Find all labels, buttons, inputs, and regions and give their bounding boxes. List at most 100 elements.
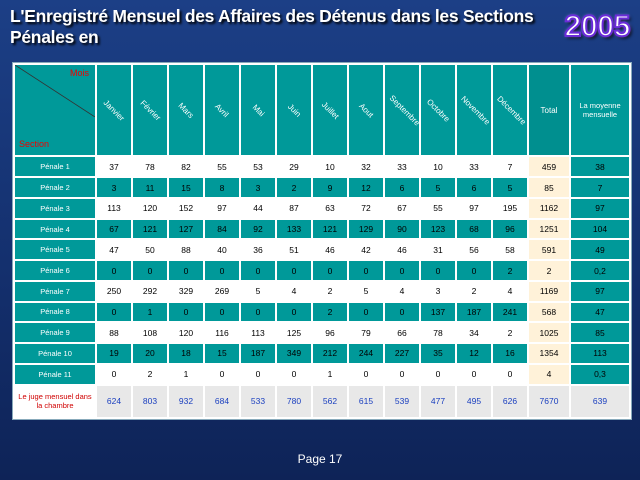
table-cell: 0	[457, 261, 491, 280]
row-average: 97	[571, 281, 629, 301]
summary-total: 7670	[529, 385, 569, 417]
table-cell: 129	[349, 219, 383, 239]
table-cell: 16	[493, 344, 527, 363]
table-cell: 137	[421, 302, 455, 322]
table-cell: 12	[457, 344, 491, 363]
table-cell: 2	[493, 323, 527, 343]
table-row: Pénale 8 0 1 0 0 0 0 2 0 0 137 187 241 568 47	[15, 302, 629, 322]
table-cell: 212	[313, 344, 347, 363]
row-average: 7	[571, 178, 629, 197]
table-cell: 5	[349, 281, 383, 301]
table-body: Pénale 1 37 78 82 55 53 29 10 32 33 10 33 7 459 38 Péna…	[15, 157, 629, 384]
row-total: 2	[529, 261, 569, 280]
table-cell: 0	[349, 302, 383, 322]
table-cell: 5	[421, 178, 455, 197]
summary-cell: 932	[169, 385, 203, 417]
month-header: Aout	[349, 65, 383, 156]
page-number: Page 17	[297, 452, 343, 466]
table-row: Pénale 4 67 121 127 84 92 133 121 129 90 123 68 96 12…	[15, 219, 629, 239]
row-average: 0,2	[571, 261, 629, 280]
table-cell: 8	[205, 178, 239, 197]
row-average: 0,3	[571, 364, 629, 384]
average-header: La moyenne mensuelle	[571, 65, 629, 156]
table-row: Pénale 10 19 20 18 15 187 349 212 244 227 35 12 16 13…	[15, 344, 629, 363]
month-header: Novembre	[457, 65, 492, 156]
table-cell: 3	[421, 281, 455, 301]
detainee-affairs-table: Mois Section Janvier Février Mars Avril …	[12, 62, 632, 420]
table-cell: 33	[457, 157, 491, 177]
total-header: Total	[529, 65, 569, 156]
row-label: Pénale 5	[15, 240, 95, 260]
table-cell: 88	[97, 323, 131, 343]
month-header: Janvier	[97, 65, 131, 156]
table-cell: 6	[457, 178, 491, 197]
table-cell: 2	[313, 281, 347, 301]
table-row: Pénale 3 113 120 152 97 44 87 63 72 67 55 97 195 1162…	[15, 198, 629, 218]
table-cell: 227	[385, 344, 419, 363]
table-cell: 292	[133, 281, 167, 301]
table-cell: 269	[205, 281, 239, 301]
table-cell: 2	[277, 178, 311, 197]
table-cell: 5	[241, 281, 275, 301]
table-cell: 187	[241, 344, 275, 363]
table-row: Pénale 6 0 0 0 0 0 0 0 0 0 0 0 2 2 0,2	[15, 261, 629, 280]
table-cell: 127	[169, 219, 203, 239]
row-label: Pénale 8	[15, 302, 95, 322]
table-cell: 0	[205, 261, 239, 280]
table-cell: 0	[241, 364, 275, 384]
header-row: Mois Section Janvier Février Mars Avril …	[15, 65, 629, 156]
table-cell: 15	[205, 344, 239, 363]
table-cell: 50	[133, 240, 167, 260]
row-average: 113	[571, 344, 629, 363]
table-cell: 87	[277, 198, 311, 218]
table-cell: 58	[493, 240, 527, 260]
table-cell: 121	[313, 219, 347, 239]
table-cell: 0	[205, 364, 239, 384]
table-cell: 67	[385, 198, 419, 218]
table-row: Pénale 11 0 2 1 0 0 0 1 0 0 0 0 0 4 0,3	[15, 364, 629, 384]
row-average: 97	[571, 198, 629, 218]
table-cell: 187	[457, 302, 491, 322]
row-total: 1162	[529, 198, 569, 218]
table-cell: 120	[169, 323, 203, 343]
month-header: Avril	[205, 65, 239, 156]
table-cell: 78	[421, 323, 455, 343]
table-cell: 15	[169, 178, 203, 197]
table-cell: 9	[313, 178, 347, 197]
table-cell: 0	[421, 364, 455, 384]
table-cell: 66	[385, 323, 419, 343]
table-cell: 96	[313, 323, 347, 343]
month-header: Septembre	[385, 65, 422, 156]
table-cell: 3	[241, 178, 275, 197]
row-label: Pénale 10	[15, 344, 95, 363]
row-total: 1025	[529, 323, 569, 343]
table-cell: 0	[421, 261, 455, 280]
row-total: 1169	[529, 281, 569, 301]
month-header: Octobre	[421, 65, 455, 156]
table-cell: 55	[205, 157, 239, 177]
table-cell: 1	[313, 364, 347, 384]
table-cell: 20	[133, 344, 167, 363]
table-cell: 18	[169, 344, 203, 363]
table-cell: 0	[169, 261, 203, 280]
table-cell: 152	[169, 198, 203, 218]
table-cell: 250	[97, 281, 131, 301]
row-label: Pénale 11	[15, 364, 95, 384]
table-cell: 0	[385, 364, 419, 384]
table-cell: 92	[241, 219, 275, 239]
table-cell: 82	[169, 157, 203, 177]
slide-title: L'Enregistré Mensuel des Affaires des Dé…	[10, 6, 631, 47]
table-cell: 244	[349, 344, 383, 363]
table-cell: 40	[205, 240, 239, 260]
table-cell: 51	[277, 240, 311, 260]
table-corner-header: Mois Section	[15, 65, 95, 156]
table-cell: 10	[313, 157, 347, 177]
summary-cell: 684	[205, 385, 239, 417]
table-cell: 125	[277, 323, 311, 343]
summary-average: 639	[571, 385, 629, 417]
summary-cell: 533	[241, 385, 275, 417]
table-cell: 6	[385, 178, 419, 197]
row-total: 85	[529, 178, 569, 197]
table-cell: 67	[97, 219, 131, 239]
table-cell: 78	[133, 157, 167, 177]
